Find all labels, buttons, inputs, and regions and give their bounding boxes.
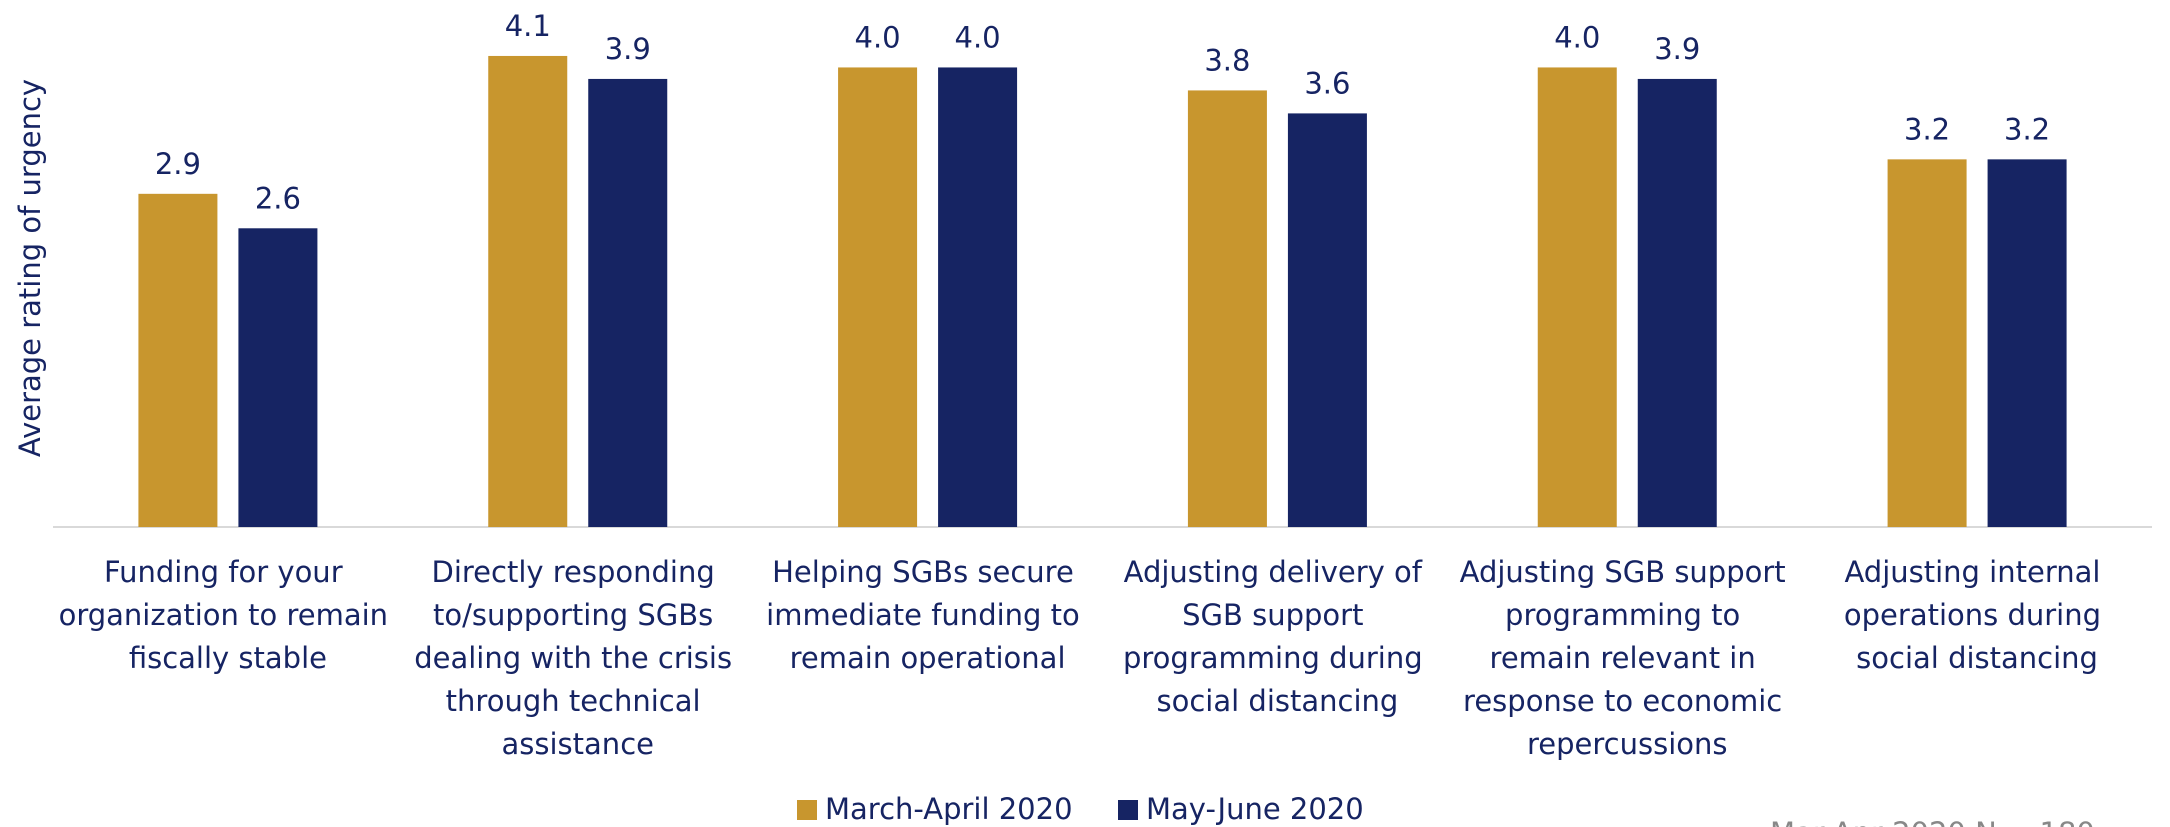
value-label: 2.9: [155, 147, 201, 181]
value-label: 3.9: [605, 32, 651, 66]
legend-label: March-April 2020: [825, 792, 1073, 826]
value-label: 4.0: [855, 20, 901, 54]
x-tick-label: Adjusting delivery of SGB support progra…: [1123, 555, 1432, 718]
y-axis-label: Average rating of urgency: [13, 79, 47, 457]
x-tick-label: Directly responding to/supporting SGBs d…: [414, 555, 741, 761]
bar: [488, 55, 568, 527]
value-label: 3.8: [1204, 43, 1250, 77]
bar: [1537, 67, 1617, 527]
x-tick-label: Funding for your organization to remain …: [59, 555, 398, 675]
bar: [1887, 159, 1967, 527]
value-label: 3.2: [1904, 112, 1950, 146]
value-label: 4.1: [505, 9, 551, 43]
bar: [588, 78, 668, 527]
x-tick-label: Adjusting internal operations during soc…: [1844, 555, 2110, 675]
bar: [138, 193, 218, 528]
bar: [938, 67, 1018, 527]
bar: [1287, 113, 1367, 528]
value-label: 3.2: [2004, 112, 2050, 146]
legend-swatch: [1118, 800, 1138, 820]
x-tick-label: Helping SGBs secure immediate funding to…: [766, 555, 1089, 675]
value-label: 3.9: [1654, 32, 1700, 66]
x-tick-label: Adjusting SGB support programming to rem…: [1460, 555, 1795, 761]
bar: [1637, 78, 1717, 527]
legend-label: May-June 2020: [1146, 792, 1364, 826]
bar: [238, 228, 318, 528]
legend-swatch: [797, 800, 817, 820]
value-label: 2.6: [255, 181, 301, 215]
value-label: 4.0: [1554, 20, 1600, 54]
note: Mar-Apr 2020 N = 180: [1770, 816, 2095, 827]
value-label: 3.6: [1304, 66, 1350, 100]
bar: [838, 67, 918, 527]
bar: [1987, 159, 2067, 527]
value-label: 4.0: [955, 20, 1001, 54]
bar: [1187, 90, 1267, 527]
